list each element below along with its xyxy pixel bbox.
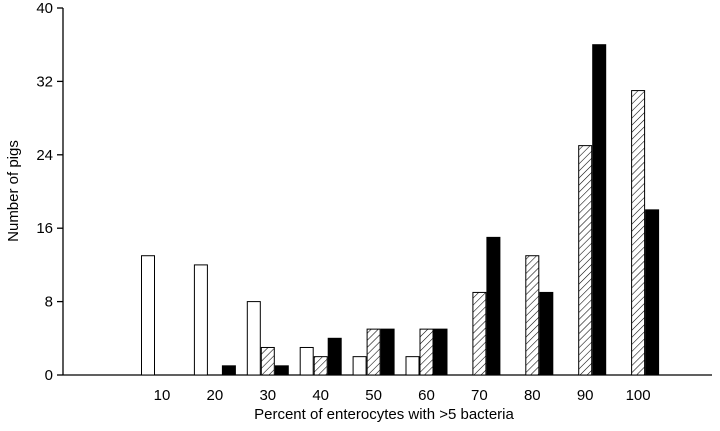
bar-hatched-30 [260, 346, 275, 376]
y-tick-label: 16 [36, 220, 53, 237]
bar-hatched-50 [366, 328, 381, 376]
x-tick-label: 50 [365, 387, 382, 404]
bar-black-70 [486, 236, 501, 376]
x-tick-label: 30 [259, 387, 276, 404]
x-tick-label: 70 [471, 387, 488, 404]
bar-hatched-90 [578, 145, 593, 376]
y-axis-label: Number of pigs [5, 140, 22, 242]
bar-black-40 [327, 337, 342, 376]
bar-white-20 [193, 264, 208, 376]
x-tick-label: 60 [418, 387, 435, 404]
bar-black-60 [433, 328, 448, 376]
bar-black-20 [221, 365, 236, 376]
bar-hatched-60 [419, 328, 434, 376]
x-tick-label: 40 [312, 387, 329, 404]
bar-black-100 [645, 209, 660, 376]
x-tick-label: 100 [626, 387, 651, 404]
y-tick-label: 40 [36, 0, 53, 17]
bar-white-60 [405, 356, 420, 376]
x-tick-label: 10 [154, 387, 171, 404]
bar-white-50 [352, 356, 367, 376]
x-tick-label: 20 [207, 387, 224, 404]
y-tick-label: 0 [45, 367, 53, 384]
bar-black-30 [274, 365, 289, 376]
bar-hatched-70 [472, 291, 487, 376]
bar-white-40 [299, 346, 314, 376]
x-ticks: 10 20 30 40 50 60 70 80 90 100 [154, 387, 651, 404]
y-tick-label: 8 [45, 294, 53, 311]
bar-hatched-100 [631, 90, 646, 376]
y-axis: 0 8 16 24 32 40 [36, 0, 64, 384]
x-axis: 10 20 30 40 50 60 70 80 90 100 [63, 374, 712, 404]
bar-black-90 [592, 44, 607, 376]
x-axis-label: Percent of enterocytes with >5 bacteria [254, 406, 514, 423]
x-tick-label: 90 [577, 387, 594, 404]
bar-black-80 [539, 291, 554, 376]
y-tick-label: 24 [36, 147, 53, 164]
bar-white-10 [141, 255, 155, 376]
y-ticks: 0 8 16 24 32 40 [36, 0, 63, 384]
bar-hatched-80 [525, 255, 540, 376]
bar-hatched-40 [313, 356, 328, 376]
bar-black-50 [380, 328, 395, 376]
y-tick-label: 32 [36, 73, 53, 90]
x-tick-label: 80 [524, 387, 541, 404]
bars [141, 44, 660, 376]
bar-white-30 [246, 301, 261, 376]
